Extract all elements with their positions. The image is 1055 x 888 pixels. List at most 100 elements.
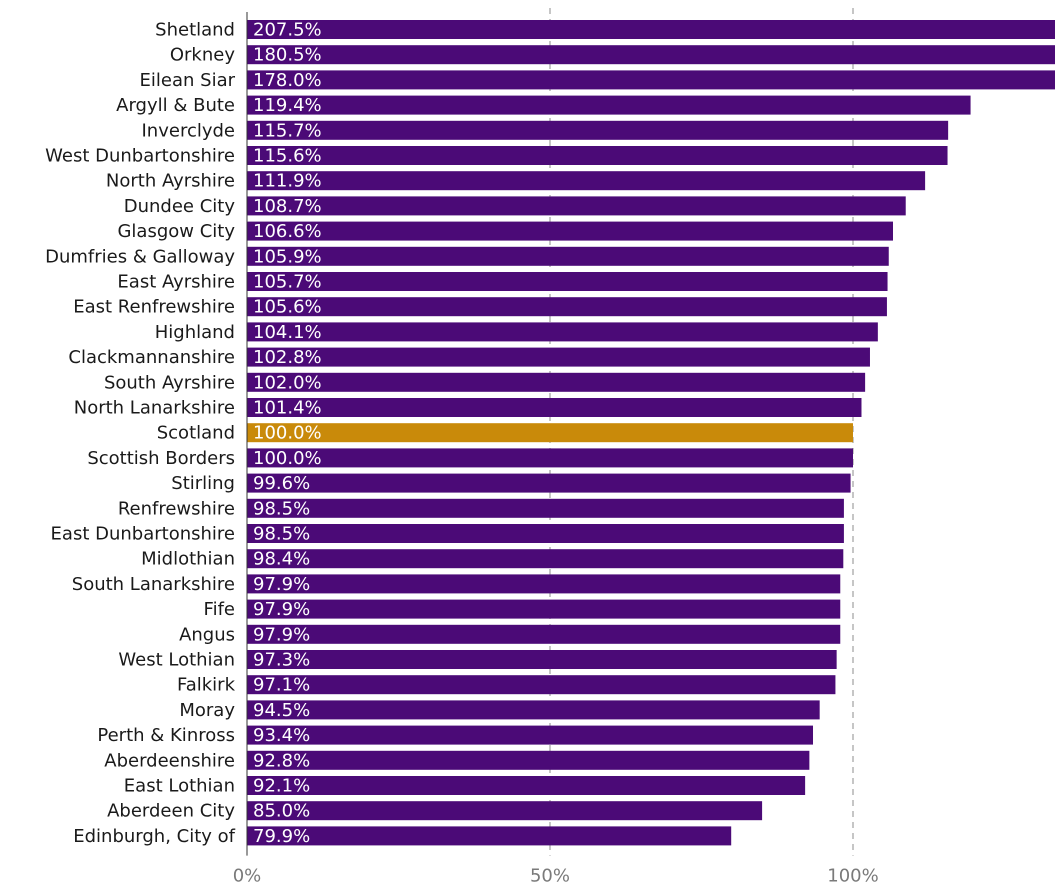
category-label: Aberdeenshire <box>104 750 235 771</box>
category-label: Highland <box>155 322 235 343</box>
category-labels: Shetland Orkney Eilean Siar Argyll & Bute In… <box>45 20 236 847</box>
value-label: 108.7% <box>253 196 322 217</box>
value-label: 85.0% <box>253 801 310 822</box>
category-label: Midlothian <box>141 549 235 570</box>
bar <box>247 272 888 291</box>
category-label: East Lothian <box>124 776 235 797</box>
category-label: Fife <box>204 599 235 620</box>
bar <box>247 826 732 846</box>
value-label: 100.0% <box>253 423 322 444</box>
value-label: 105.9% <box>253 246 322 267</box>
bar <box>247 574 841 594</box>
value-label: 92.8% <box>253 750 310 771</box>
bar <box>247 448 853 468</box>
bar <box>247 20 1055 39</box>
value-label: 104.1% <box>253 322 322 343</box>
bars <box>247 20 1055 846</box>
category-label: South Ayrshire <box>104 372 235 393</box>
value-label: 102.0% <box>253 372 322 393</box>
bar <box>247 297 887 317</box>
value-label: 93.4% <box>253 725 310 746</box>
category-label: North Lanarkshire <box>74 398 235 419</box>
bar <box>247 750 810 770</box>
value-label: 97.9% <box>253 574 310 595</box>
bar <box>247 398 862 417</box>
bar <box>247 221 893 241</box>
value-label: 119.4% <box>253 95 322 116</box>
bar <box>247 549 844 569</box>
bar <box>247 246 889 266</box>
category-label: West Dunbartonshire <box>45 146 235 167</box>
category-label: South Lanarkshire <box>72 574 235 595</box>
value-label: 94.5% <box>253 700 310 721</box>
value-label: 102.8% <box>253 347 322 368</box>
category-label: Aberdeen City <box>107 801 235 822</box>
bar <box>247 372 866 392</box>
bar <box>247 322 878 342</box>
bar <box>247 423 853 443</box>
bar <box>247 624 841 644</box>
bar <box>247 498 844 518</box>
bar <box>247 725 814 745</box>
value-label: 101.4% <box>253 398 322 419</box>
bar <box>247 801 763 821</box>
value-label: 97.3% <box>253 650 310 671</box>
value-label: 105.6% <box>253 297 322 318</box>
bar <box>247 675 836 695</box>
category-label: Renfrewshire <box>118 498 235 519</box>
value-label: 106.6% <box>253 221 322 242</box>
category-label: Dumfries & Galloway <box>45 246 235 267</box>
category-label: Moray <box>179 700 235 721</box>
x-tick-label: 100% <box>827 866 878 887</box>
value-label: 97.9% <box>253 599 310 620</box>
value-label: 115.6% <box>253 146 322 167</box>
value-labels: 207.5% 180.5% 178.0% 119.4% 115.7% 115.6% 111.… <box>253 20 322 847</box>
value-label: 97.1% <box>253 675 310 696</box>
category-label: Scottish Borders <box>87 448 235 469</box>
category-label: Orkney <box>170 45 235 66</box>
bar <box>247 146 948 165</box>
category-label: North Ayrshire <box>106 171 235 192</box>
bar <box>247 473 851 493</box>
bar <box>247 95 971 115</box>
value-label: 98.5% <box>253 524 310 545</box>
x-tick-label: 0% <box>233 866 262 887</box>
bar <box>247 196 906 216</box>
value-label: 180.5% <box>253 45 322 66</box>
category-label: Dundee City <box>124 196 236 217</box>
value-label: 111.9% <box>253 171 322 192</box>
value-label: 92.1% <box>253 776 310 797</box>
category-label: Shetland <box>155 20 235 41</box>
category-label: West Lothian <box>118 650 235 671</box>
category-label: Falkirk <box>177 675 236 696</box>
bar <box>247 599 841 619</box>
bar <box>247 70 1055 90</box>
bar <box>247 524 844 543</box>
category-label: Stirling <box>171 473 235 494</box>
bar <box>247 347 870 367</box>
value-label: 99.6% <box>253 473 310 494</box>
bar <box>247 171 926 191</box>
category-label: Clackmannanshire <box>68 347 235 368</box>
category-label: Eilean Siar <box>140 70 236 91</box>
category-label: Scotland <box>157 423 235 444</box>
category-label: East Ayrshire <box>117 272 235 293</box>
category-label: Perth & Kinross <box>97 725 235 746</box>
category-label: East Renfrewshire <box>73 297 235 318</box>
bar <box>247 120 949 140</box>
category-label: Argyll & Bute <box>116 95 235 116</box>
x-tick-label: 50% <box>530 866 570 887</box>
category-label: Edinburgh, City of <box>73 826 235 847</box>
value-label: 100.0% <box>253 448 322 469</box>
value-label: 97.9% <box>253 624 310 645</box>
category-label: Inverclyde <box>142 120 236 141</box>
bar <box>247 650 837 669</box>
category-label: East Dunbartonshire <box>51 524 235 545</box>
value-label: 79.9% <box>253 826 310 847</box>
value-label: 105.7% <box>253 272 322 293</box>
category-label: Glasgow City <box>117 221 235 242</box>
x-axis-ticks: 0%50%100%150%200%250% <box>233 866 879 887</box>
bar <box>247 700 820 720</box>
value-label: 98.5% <box>253 498 310 519</box>
